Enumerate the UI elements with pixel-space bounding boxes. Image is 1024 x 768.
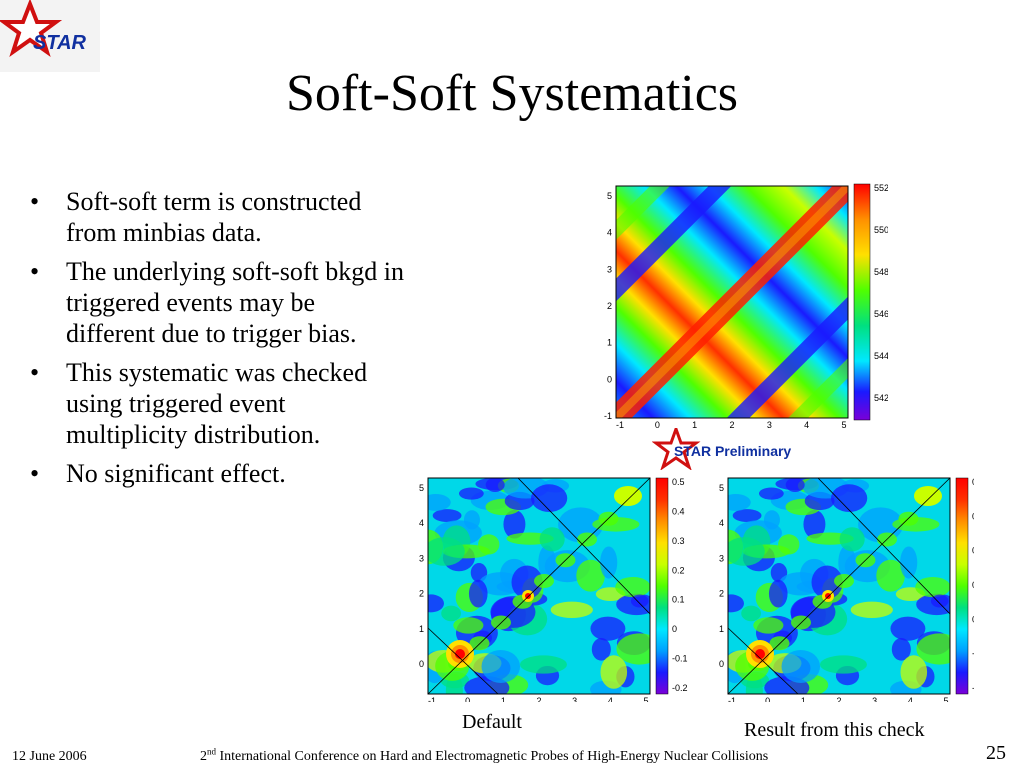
star-preliminary-label: STAR Preliminary (651, 424, 822, 471)
x-tick-label: 5 (841, 420, 846, 430)
z-tick-label: 542 (874, 393, 888, 403)
x-tick-label: -1 (728, 696, 736, 702)
x-tick-label: 3 (872, 696, 877, 702)
bullet-marker: • (30, 257, 40, 286)
y-tick-label: 1 (607, 338, 612, 348)
footer-conference: 2nd International Conference on Hard and… (200, 746, 769, 766)
z-tick-label: 552 (874, 183, 888, 193)
y-tick-label: 5 (419, 483, 424, 493)
z-tick-label: -0.2 (672, 683, 688, 693)
z-tick-label: 0.3 (672, 536, 685, 546)
bullet-item: • No significant effect. (30, 458, 410, 489)
y-tick-label: 2 (419, 589, 424, 599)
z-tick-label: 546 (874, 309, 888, 319)
z-tick-label: 0.3 (972, 511, 974, 521)
bullet-item: • The underlying soft-soft bkgd in trigge… (30, 256, 410, 349)
bullet-list: • Soft-soft term is constructed from minb… (30, 186, 410, 497)
conference-name: International Conference on Hard and Ele… (216, 749, 769, 764)
page-number: 25 (986, 742, 1006, 764)
y-tick-label: 1 (419, 624, 424, 634)
z-tick-label: 0.2 (672, 565, 685, 575)
y-tick-label: 4 (419, 518, 424, 528)
z-tick-label: 0 (972, 614, 974, 624)
y-tick-label: 3 (607, 264, 612, 274)
default-correlation-plot: -1 0 1 2 3 4 5 0 1 2 3 4 5 0.5 0.4 0.3 0.2 0.1 0 -0.1 -0.2 (408, 470, 694, 706)
x-tick-label: 3 (767, 420, 772, 430)
y-tick-label: 5 (607, 191, 612, 201)
x-tick-label: 2 (729, 420, 734, 430)
z-tick-label: 0.4 (972, 477, 974, 487)
z-tick-label: -0.2 (972, 683, 974, 693)
z-tick-label: 0.1 (672, 595, 685, 605)
x-tick-label: -1 (428, 696, 436, 702)
z-tick-label: 544 (874, 351, 888, 361)
preliminary-text: STAR Preliminary (674, 443, 791, 459)
y-tick-label: 1 (719, 624, 724, 634)
y-tick-label: 0 (607, 374, 612, 384)
x-tick-label: 4 (608, 696, 613, 702)
y-tick-label: -1 (604, 411, 612, 421)
y-tick-label: 4 (719, 518, 724, 528)
x-tick-label: 1 (801, 696, 806, 702)
x-tick-label: 3 (572, 696, 577, 702)
bullet-marker: • (30, 187, 40, 216)
y-tick-label: 3 (719, 553, 724, 563)
x-tick-label: 1 (692, 420, 697, 430)
z-tick-label: 548 (874, 267, 888, 277)
x-tick-label: 0 (465, 696, 470, 702)
z-tick-label: 0 (672, 624, 677, 634)
caption-default: Default (462, 711, 522, 733)
y-tick-label: 5 (719, 483, 724, 493)
x-tick-label: 5 (643, 696, 648, 702)
soft-soft-correlation-plot: -1 0 1 2 3 4 5 -1 0 1 2 3 4 5 552 550 548 546 544 542 (598, 178, 889, 436)
z-tick-label: 0.5 (672, 477, 685, 487)
z-tick-label: -0.1 (672, 654, 688, 664)
logo-text: STAR (33, 32, 87, 54)
x-tick-label: 2 (536, 696, 541, 702)
x-tick-label: 5 (943, 696, 948, 702)
x-tick-label: 0 (765, 696, 770, 702)
caption-check: Result from this check (744, 719, 925, 741)
x-tick-label: 2 (836, 696, 841, 702)
x-tick-label: -1 (616, 420, 624, 430)
bullet-text: The underlying soft-soft bkgd in trigger… (66, 257, 404, 348)
x-tick-label: 1 (501, 696, 506, 702)
conference-ordinal: nd (207, 746, 216, 757)
z-tick-label: 0.1 (972, 580, 974, 590)
z-tick-label: -0.1 (972, 649, 974, 659)
check-correlation-plot: -1 0 1 2 3 4 5 0 1 2 3 4 5 0.4 0.3 0.2 0.1 0 -0.1 -0.2 (708, 470, 988, 706)
footer-date: 12 June 2006 (12, 749, 87, 764)
x-tick-label: 0 (655, 420, 660, 430)
y-tick-label: 0 (419, 659, 424, 669)
bullet-marker: • (30, 459, 40, 488)
x-tick-label: 4 (804, 420, 809, 430)
slide-title: Soft-Soft Systematics (285, 65, 739, 122)
z-tick-label: 0.2 (972, 546, 974, 556)
x-tick-label: 4 (908, 696, 913, 702)
star-logo: STAR (0, 0, 100, 72)
bullet-text: No significant effect. (66, 459, 286, 488)
conference-number: 2 (200, 749, 207, 764)
y-tick-label: 2 (719, 589, 724, 599)
bullet-text: Soft-soft term is constructed from minbi… (66, 187, 362, 247)
z-tick-label: 550 (874, 225, 888, 235)
y-tick-label: 3 (419, 553, 424, 563)
y-tick-label: 4 (607, 228, 612, 238)
bullet-item: • This systematic was checked using trigg… (30, 357, 410, 450)
star-icon (651, 424, 701, 471)
bullet-marker: • (30, 358, 40, 387)
y-tick-label: 2 (607, 301, 612, 311)
bullet-item: • Soft-soft term is constructed from minb… (30, 186, 410, 248)
z-tick-label: 0.4 (672, 506, 685, 516)
y-tick-label: 0 (719, 659, 724, 669)
bullet-text: This systematic was checked using trigge… (66, 358, 368, 449)
star-icon (0, 0, 63, 58)
